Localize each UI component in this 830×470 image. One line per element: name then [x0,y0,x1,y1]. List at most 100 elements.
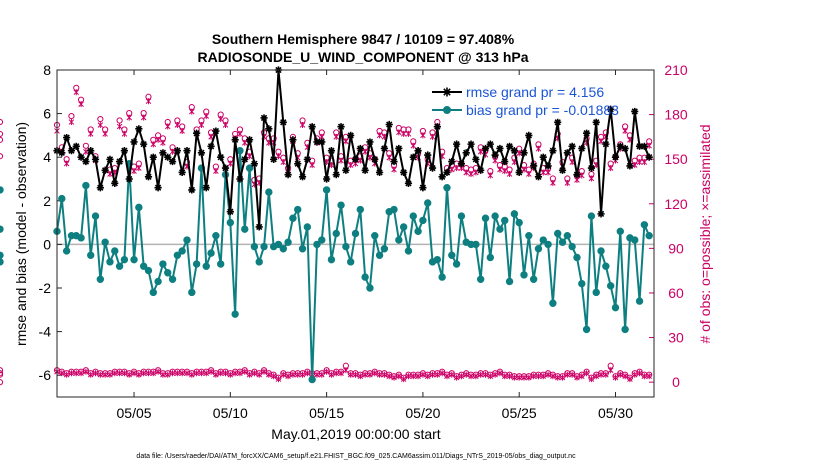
obs-assimilated-point [535,373,542,380]
rmse-point [284,171,292,179]
plot-frame [56,69,655,398]
bias-point [452,260,461,268]
obs-assimilated-point [242,368,248,375]
obs-possible-point [116,117,123,124]
obs-assimilated-point [63,160,70,167]
rmse-point [245,136,254,144]
obs-assimilated-point [251,370,258,377]
obs-assimilated-point [68,370,75,377]
obs-assimilated-point [405,130,412,137]
x-tick-label: 05/20 [405,405,440,421]
obs-assimilated-point [275,153,282,160]
rmse-line [56,69,651,228]
bias-point [640,221,649,229]
bias-point [448,251,456,260]
obs-assimilated-point [333,370,339,377]
obs-assimilated-point [237,370,243,377]
obs-assimilated-point [473,373,479,380]
obs-assimilated-point [405,373,412,380]
rmse-point [635,142,644,150]
obs-assimilated-point [145,370,152,377]
rmse-point [255,223,263,231]
rmse-point [217,153,225,161]
obs-assimilated-point [78,101,84,108]
obs-assimilated-point [487,172,494,179]
obs-assimilated-point [73,89,80,96]
obs-assimilated-point [78,370,84,377]
obs-assimilated-point [367,371,373,378]
obs-assimilated-point [540,169,547,176]
rmse-point [515,168,523,177]
obs-assimilated-point [579,373,585,380]
bias-point [308,375,316,384]
obs-assimilated-point [107,371,113,378]
x-tick-label: 05/10 [213,405,248,421]
x-axis: 05/05 05/10 05/15 05/20 05/25 05/30 [117,70,633,421]
rmse-point [96,184,104,192]
y-axis-right: 0 30 60 90 120 150 180 210 [649,62,688,390]
bias-point [361,273,369,281]
x-tick-label: 05/25 [502,405,537,421]
y-tick-label: -4 [39,324,52,340]
legend-rmse-marker [442,87,452,97]
y2-tick-label: 210 [664,62,688,78]
series-group [0,66,653,386]
bias-point [255,258,263,266]
rmse-point [472,155,480,163]
bias-point [154,277,162,286]
obs-assimilated-point [449,371,455,378]
obs-assimilated-point [381,371,388,378]
bias-point [96,275,105,283]
bias-point [539,236,547,244]
rmse-point [183,147,191,155]
obs-assimilated-point [372,370,378,377]
obs-assimilated-point [420,371,426,378]
rmse-point [433,123,441,131]
bias-point [216,260,225,268]
obs-assimilated-point [391,374,397,381]
bias-point [82,181,90,190]
rmse-point [390,157,398,166]
rmse-point [125,175,133,183]
obs-assimilated-point [400,130,407,137]
obs-assimilated-point [145,98,152,105]
rmse-point [486,140,494,148]
y-tick-label: 0 [43,236,51,252]
rmse-point [318,138,326,146]
obs-assimilated-point [131,168,137,175]
obs-assimilated-point [521,374,527,381]
obs-assimilated-point [545,169,551,176]
obs-assimilated-point [482,371,489,378]
y-tick-label: 2 [43,193,51,209]
rmse-point [554,118,562,126]
rmse-point [308,123,316,131]
bias-point [635,297,644,305]
rmse-point [424,151,432,159]
y-tick-label: -2 [39,280,52,296]
obs-assimilated-point [554,374,561,381]
obs-assimilated-point [516,374,522,381]
obs-assimilated-point [237,130,243,137]
y2-tick-label: 120 [664,196,688,212]
bias-point [226,218,235,227]
chart-title: Southern Hemisphere 9847 / 10109 = 97.40… [212,31,515,47]
obs-assimilated-point [184,370,190,377]
bias-point [192,260,201,268]
rmse-point [149,153,157,161]
x-tick-label: 05/05 [117,405,152,421]
obs-assimilated-point [319,371,325,378]
obs-assimilated-point [198,370,205,377]
bias-point [327,255,336,264]
rmse-point [82,157,90,166]
bias-point [476,275,485,283]
obs-assimilated-point [343,138,349,145]
bias-point [371,231,379,240]
bias-point [534,245,543,253]
bias-point [433,255,442,264]
y2-tick-label: 30 [668,330,684,346]
rmse-point [265,125,273,133]
obs-assimilated-point [304,370,311,377]
legend-bias-label: bias grand pr = -0.01883 [466,102,619,118]
obs-assimilated-point [612,374,619,381]
